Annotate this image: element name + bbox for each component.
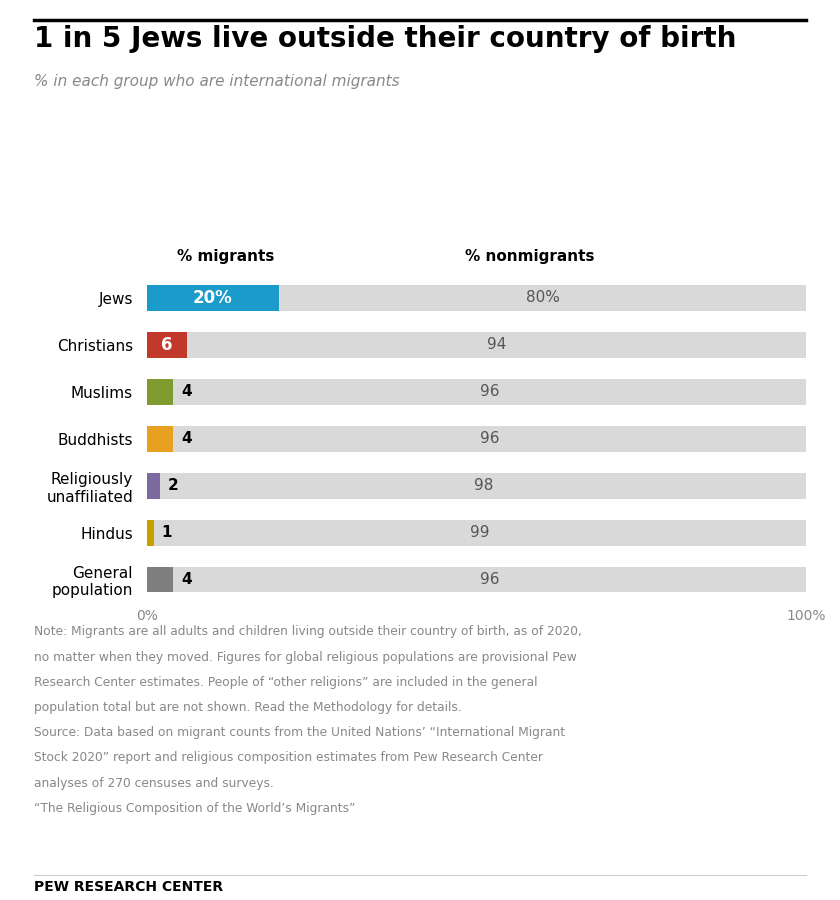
Bar [147, 426, 806, 452]
Bar [147, 426, 173, 452]
Bar [147, 519, 154, 545]
Text: % in each group who are international migrants: % in each group who are international mi… [34, 74, 399, 89]
Bar [147, 285, 806, 310]
Bar [147, 567, 806, 592]
Text: PEW RESEARCH CENTER: PEW RESEARCH CENTER [34, 880, 223, 895]
Text: Note: Migrants are all adults and children living outside their country of birth: Note: Migrants are all adults and childr… [34, 626, 581, 638]
Text: 6: 6 [161, 336, 172, 354]
Text: 4: 4 [181, 384, 192, 400]
Text: 4: 4 [181, 572, 192, 587]
Text: % migrants: % migrants [177, 248, 275, 264]
Text: 96: 96 [480, 572, 500, 587]
Bar [147, 567, 173, 592]
Text: Stock 2020” report and religious composition estimates from Pew Research Center: Stock 2020” report and religious composi… [34, 752, 543, 764]
Text: Research Center estimates. People of “other religions” are included in the gener: Research Center estimates. People of “ot… [34, 676, 537, 688]
Text: 98: 98 [474, 478, 493, 493]
Text: “The Religious Composition of the World’s Migrants”: “The Religious Composition of the World’… [34, 802, 355, 814]
Bar [147, 472, 806, 499]
Text: 96: 96 [480, 431, 500, 446]
Text: % nonmigrants: % nonmigrants [465, 248, 594, 264]
Bar [147, 285, 279, 310]
Text: no matter when they moved. Figures for global religious populations are provisio: no matter when they moved. Figures for g… [34, 651, 576, 663]
Bar [147, 519, 806, 545]
Text: 1 in 5 Jews live outside their country of birth: 1 in 5 Jews live outside their country o… [34, 25, 736, 53]
Bar [147, 332, 806, 358]
Bar [147, 332, 186, 358]
Text: 20%: 20% [193, 289, 233, 307]
Text: analyses of 270 censuses and surveys.: analyses of 270 censuses and surveys. [34, 777, 274, 789]
Text: 2: 2 [168, 478, 179, 493]
Text: 96: 96 [480, 384, 500, 400]
Bar [147, 379, 806, 405]
Bar [147, 379, 173, 405]
Text: 80%: 80% [526, 291, 559, 305]
Bar [147, 472, 160, 499]
Text: 1: 1 [161, 525, 172, 540]
Text: 99: 99 [470, 525, 490, 540]
Text: 94: 94 [487, 338, 507, 353]
Text: population total but are not shown. Read the Methodology for details.: population total but are not shown. Read… [34, 701, 461, 714]
Text: Source: Data based on migrant counts from the United Nations’ “International Mig: Source: Data based on migrant counts fro… [34, 726, 564, 739]
Text: 4: 4 [181, 431, 192, 446]
